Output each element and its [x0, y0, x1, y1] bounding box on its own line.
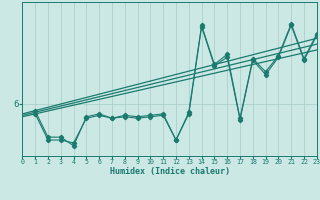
- X-axis label: Humidex (Indice chaleur): Humidex (Indice chaleur): [110, 167, 230, 176]
